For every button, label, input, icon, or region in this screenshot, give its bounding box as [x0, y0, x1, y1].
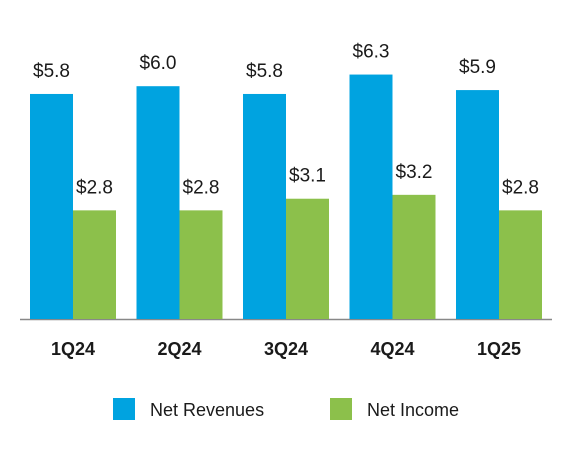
value-label: $3.2 [396, 162, 433, 183]
value-label: $5.8 [33, 61, 70, 82]
x-tick-label: 4Q24 [370, 339, 414, 359]
legend-label: Net Revenues [150, 400, 264, 420]
legend-swatch [330, 398, 352, 420]
bar [286, 198, 329, 319]
value-label: $2.8 [183, 177, 220, 198]
value-label: $5.8 [246, 61, 283, 82]
value-label: $5.9 [459, 57, 496, 78]
bar [499, 210, 542, 319]
x-tick-label: 2Q24 [157, 339, 201, 359]
value-label: $6.3 [353, 42, 390, 63]
value-label: $6.0 [140, 53, 177, 74]
bar [392, 194, 436, 319]
legend-label: Net Income [367, 400, 459, 420]
value-label: $3.1 [289, 166, 326, 187]
bar [349, 74, 393, 319]
bar [179, 210, 223, 319]
legend-swatch [113, 398, 135, 420]
x-tick-label: 3Q24 [264, 339, 308, 359]
value-label: $2.8 [76, 177, 113, 198]
bar [73, 210, 116, 319]
value-label: $2.8 [502, 177, 539, 198]
bar [243, 93, 286, 320]
bar [136, 86, 180, 319]
bar [456, 90, 499, 319]
x-tick-label: 1Q24 [51, 339, 95, 359]
bar [30, 93, 73, 320]
x-tick-label: 1Q25 [477, 339, 521, 359]
